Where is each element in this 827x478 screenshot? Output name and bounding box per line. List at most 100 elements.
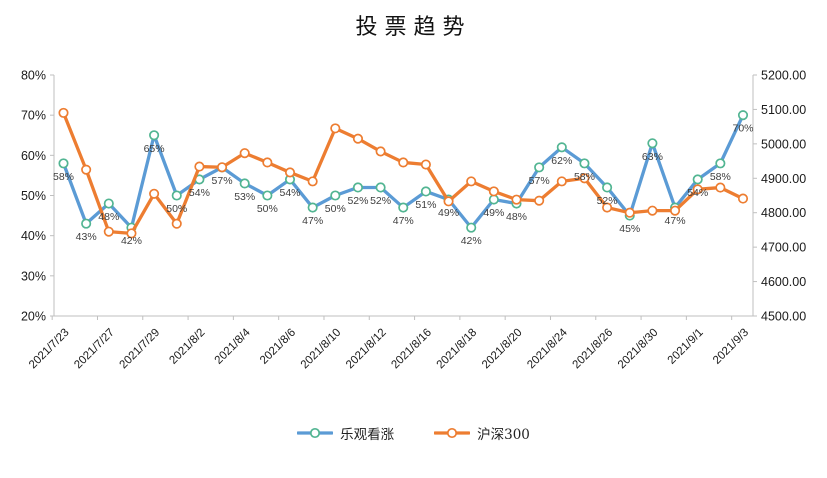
series-optimistic-marker	[103, 198, 114, 209]
right-tick-label: 4900.00	[761, 172, 806, 186]
data-label: 47%	[393, 215, 414, 227]
data-label: 42%	[461, 235, 482, 247]
series-csi300-marker	[262, 157, 273, 168]
series-csi300-marker	[602, 202, 613, 213]
left-tick-label: 20%	[21, 310, 46, 324]
data-label: 50%	[257, 203, 278, 215]
data-label: 57%	[212, 175, 233, 187]
series-csi300-marker	[420, 159, 431, 170]
legend: 乐观看涨 沪深300	[0, 423, 827, 443]
series-csi300-marker	[647, 205, 658, 216]
right-tick-label: 4700.00	[761, 241, 806, 255]
series-csi300-marker	[103, 226, 114, 237]
series-optimistic-marker	[715, 158, 726, 169]
data-label: 43%	[76, 231, 97, 243]
series-csi300-marker	[126, 228, 137, 239]
data-label: 54%	[687, 187, 708, 199]
data-label: 51%	[415, 199, 436, 211]
x-tick-label: 2021/8/16	[389, 327, 434, 372]
left-tick-label: 50%	[21, 189, 46, 203]
left-tick-label: 40%	[21, 229, 46, 243]
data-label: 58%	[710, 171, 731, 183]
left-tick-label: 60%	[21, 149, 46, 163]
data-label: 48%	[506, 211, 527, 223]
data-label: 58%	[53, 171, 74, 183]
data-label: 45%	[619, 223, 640, 235]
series-optimistic-marker	[149, 130, 160, 141]
series-optimistic-marker	[330, 190, 341, 201]
data-label: 57%	[529, 175, 550, 187]
series-optimistic-labels: 58%43%48%42%65%50%54%57%53%50%54%47%50%5…	[53, 123, 754, 247]
data-label: 53%	[234, 191, 255, 203]
series-optimistic-marker	[58, 158, 69, 169]
data-label: 65%	[144, 143, 165, 155]
series-csi300-marker	[284, 167, 296, 178]
series-optimistic-marker	[534, 162, 545, 173]
x-tick-label: 2021/7/27	[72, 327, 117, 372]
right-tick-label: 4500.00	[761, 310, 806, 324]
data-label: 49%	[483, 207, 504, 219]
right-tick-label: 4800.00	[761, 206, 806, 220]
data-label: 58%	[574, 171, 595, 183]
data-label: 62%	[551, 155, 572, 167]
data-label: 54%	[189, 187, 210, 199]
series-csi300-marker	[149, 188, 160, 199]
data-label: 48%	[98, 211, 119, 223]
axes	[53, 75, 754, 317]
series-csi300-marker	[58, 107, 69, 118]
series-csi300-marker	[239, 148, 250, 159]
legend-marker-icon	[297, 427, 334, 439]
series-optimistic-marker	[737, 110, 749, 121]
right-tick-label: 4600.00	[761, 275, 806, 289]
series-optimistic-marker	[420, 186, 431, 197]
x-tick-label: 2021/8/20	[480, 327, 525, 372]
series-csi300-marker	[375, 146, 386, 157]
data-label: 47%	[665, 215, 686, 227]
legend-marker-icon	[434, 427, 471, 439]
right-tick-label: 5000.00	[761, 137, 806, 151]
legend-label: 乐观看涨	[340, 427, 395, 443]
series-optimistic-marker	[647, 138, 658, 149]
data-label: 50%	[325, 203, 346, 215]
series-csi300-marker	[81, 164, 92, 175]
x-tick-label: 2021/8/10	[299, 327, 344, 372]
right-tick-label: 5100.00	[761, 103, 806, 117]
series-optimistic-marker	[602, 182, 613, 193]
series-optimistic-marker	[239, 178, 250, 189]
legend-item-csi300: 沪深300	[434, 423, 530, 443]
x-tick-label: 2021/8/2	[167, 327, 207, 367]
x-tick-label: 2021/9/3	[711, 327, 751, 367]
x-tick-label: 2021/8/4	[213, 326, 254, 367]
x-axis: 2021/7/23 2021/7/27 2021/7/29 2021/8/2 2021/…	[27, 316, 751, 371]
series-optimistic-marker	[579, 158, 590, 169]
x-tick-label: 2021/8/18	[435, 327, 480, 372]
series-csi300-marker	[669, 205, 681, 216]
x-tick-label: 2021/9/1	[666, 327, 706, 367]
series-csi300-marker	[330, 123, 341, 134]
data-label: 54%	[279, 187, 300, 199]
series-csi300-marker	[556, 176, 567, 187]
series-csi300-marker	[443, 196, 454, 207]
series-optimistic-marker	[352, 182, 363, 193]
x-tick-label: 2021/7/23	[27, 327, 72, 372]
series-csi300-marker	[511, 194, 522, 205]
x-tick-label: 2021/8/12	[344, 327, 389, 372]
series-csi300-marker	[307, 176, 318, 187]
data-label: 52%	[347, 195, 368, 207]
series-csi300-marker	[624, 207, 635, 218]
series-optimistic-marker	[556, 142, 567, 153]
series-csi300-markers	[58, 107, 749, 239]
data-label: 70%	[732, 123, 753, 135]
series-optimistic-marker	[375, 182, 386, 193]
x-tick-label: 2021/8/24	[525, 326, 570, 371]
data-label: 52%	[370, 195, 391, 207]
right-tick-label: 5200.00	[761, 69, 806, 83]
data-label: 63%	[642, 151, 663, 163]
legend-label: 沪深300	[477, 427, 530, 443]
series-optimistic-marker	[466, 222, 477, 233]
data-label: 52%	[597, 195, 618, 207]
y-axis-left: 80% 70% 60% 50% 40% 30% 20%	[21, 69, 54, 324]
